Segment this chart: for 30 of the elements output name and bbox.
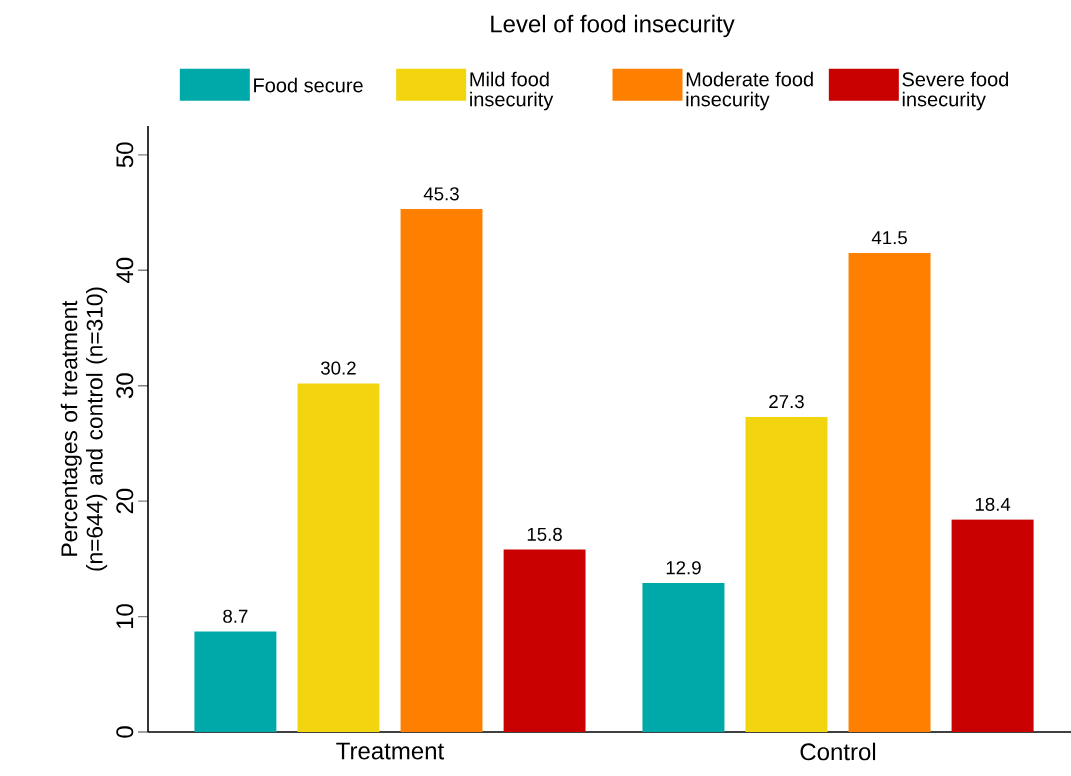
legend-label: Severe food insecurity	[902, 71, 1009, 111]
x-tick-label: Treatment	[336, 742, 445, 760]
bar	[642, 583, 725, 732]
data-label: 8.7	[223, 609, 248, 623]
bar	[400, 209, 483, 732]
y-axis-title: Percentages of treatment (n=644) and control (n=310)	[60, 287, 108, 571]
y-tick-label: 10	[116, 604, 134, 629]
bar	[194, 631, 277, 732]
y-tick-label: 50	[116, 142, 134, 168]
y-tick-label: 30	[116, 373, 134, 399]
legend-label: Food secure	[254, 77, 363, 93]
y-tick-label: 20	[116, 488, 134, 514]
data-label: 30.2	[320, 361, 356, 375]
x-tick-label: Control	[800, 742, 876, 761]
bar	[503, 549, 586, 732]
legend-title: Level of food insecurity	[491, 14, 735, 38]
data-label: 27.3	[769, 394, 804, 409]
data-label: 45.3	[423, 187, 459, 201]
y-tick-label: 0	[116, 726, 134, 738]
legend-label: Mild food insecurity	[470, 71, 554, 111]
data-label: 12.9	[666, 561, 701, 575]
bar	[951, 519, 1034, 732]
data-label: 18.4	[975, 497, 1011, 511]
bar	[745, 416, 828, 732]
data-label: 15.8	[527, 527, 562, 541]
data-label: 41.5	[871, 231, 907, 245]
y-tick-label: 40	[116, 257, 134, 284]
legend-label: Moderate food insecurity	[686, 71, 813, 111]
bar	[297, 383, 380, 732]
bar	[848, 252, 931, 732]
